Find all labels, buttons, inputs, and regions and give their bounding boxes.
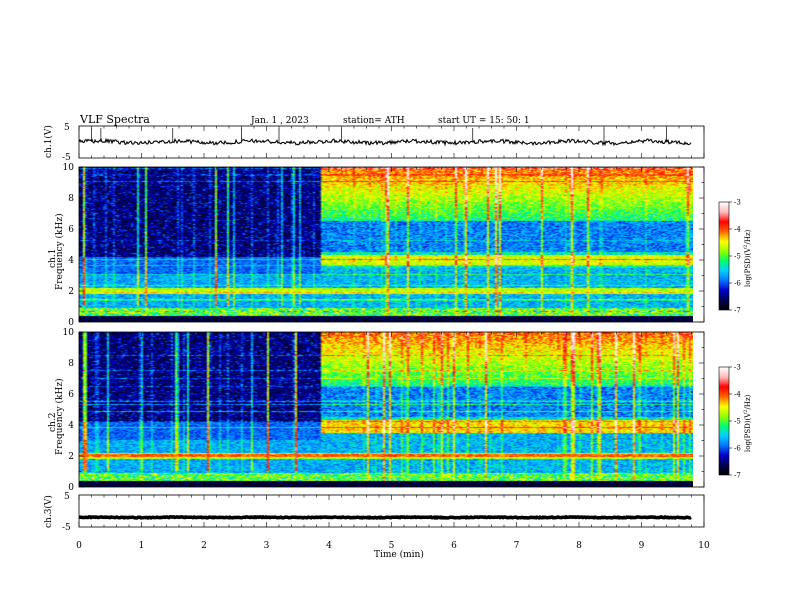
ch1-spectrogram-yticks: 0 2 4 6 8 10 (63, 163, 704, 328)
ch2-cbar-tick-label-1: -4 (734, 391, 741, 399)
ch3-ytick-top: 5 (64, 492, 70, 502)
ch1-cbar-tick-label-4: -7 (734, 307, 741, 315)
time-tick-label-1: 1 (139, 541, 145, 551)
ch1-colorbar: -3 -4 -5 -6 -7 log(PSD)(V2/Hz) (718, 199, 752, 315)
spec2-ytick-label-2: 4 (68, 421, 74, 431)
time-tick-label-2: 2 (201, 541, 207, 551)
ch1-cbar-tick-label-1: -4 (734, 226, 741, 234)
ch1-waveform-line (78, 137, 692, 147)
ch1-ytick-bottom: -5 (62, 153, 71, 163)
time-tick-label-3: 3 (264, 541, 270, 551)
figure-title: VLF Spectra (79, 113, 150, 126)
spec1-ytick-label-2: 4 (68, 256, 74, 266)
ch2-spectrogram-panel: 0 2 4 6 8 10 ch.2 Frequency (kHz) (48, 328, 705, 493)
spec2-ytick-label-4: 8 (68, 359, 74, 369)
ch2-spectrogram-ylabel: Frequency (kHz) (54, 378, 65, 455)
ch1-spectrogram-channel-label: ch.1 (48, 249, 58, 268)
spec2-ytick-label-0: 0 (68, 483, 74, 493)
ch1-spectrogram-ylabel: Frequency (kHz) (54, 213, 65, 290)
ch2-colorbar-label: log(PSD)(V2/Hz) (743, 394, 752, 452)
time-tick-label-10: 10 (698, 541, 710, 551)
ch1-cbar-tick-label-3: -6 (734, 280, 741, 288)
spec2-ytick-label-1: 2 (68, 452, 74, 462)
ch1-spectrogram-image (79, 167, 693, 322)
ch3-waveform-ylabel: ch.3(V) (43, 495, 54, 528)
ch2-spectrogram-xticks (78, 332, 705, 487)
ch2-cbar-tick-label-3: -6 (734, 445, 741, 453)
ch3-waveform-xticks (78, 495, 705, 527)
ch1-colorbar-image (719, 202, 729, 310)
ch3-waveform-panel: 5 -5 ch.3(V) (43, 492, 705, 533)
ch1-spectrogram-xticks (78, 167, 705, 322)
date-label: Jan. 1 , 2023 (250, 116, 309, 126)
time-tick-label-4: 4 (326, 541, 332, 551)
spec1-ytick-label-4: 8 (68, 194, 74, 204)
spec1-ytick-label-3: 6 (68, 225, 74, 235)
ch1-waveform-xticks (78, 126, 705, 158)
time-tick-label-9: 9 (639, 541, 645, 551)
ch1-waveform-trace (78, 128, 692, 147)
ch2-colorbar: -3 -4 -5 -6 -7 log(PSD)(V2/Hz) (718, 364, 752, 480)
start-time-label: start UT = 15: 50: 1 (438, 116, 530, 126)
ch1-ytick-top: 5 (64, 123, 70, 133)
ch1-colorbar-label: log(PSD)(V2/Hz) (743, 229, 752, 287)
station-label: station= ATH (343, 116, 405, 126)
spec2-ytick-label-5: 10 (63, 328, 75, 338)
ch2-cbar-tick-label-2: -5 (734, 418, 741, 426)
ch1-spectrogram-panel: 0 2 4 6 8 10 ch.1 Frequency (kHz) (48, 163, 705, 328)
ch2-cbar-tick-label-0: -3 (734, 364, 741, 372)
ch1-colorbar-ticks: -3 -4 -5 -6 -7 (729, 199, 741, 315)
time-tick-label-7: 7 (514, 541, 520, 551)
ch1-waveform-ylabel: ch.1(V) (43, 125, 54, 158)
ch3-waveform-trace (79, 514, 692, 521)
ch2-colorbar-image (719, 367, 729, 475)
time-axis-label: Time (min) (374, 549, 424, 560)
ch2-cbar-tick-label-4: -7 (734, 472, 741, 480)
time-tick-label-5: 5 (389, 541, 395, 551)
time-tick-label-8: 8 (576, 541, 582, 551)
time-tick-label-6: 6 (451, 541, 457, 551)
ch3-ytick-bottom: -5 (62, 523, 71, 533)
spec1-ytick-label-1: 2 (68, 287, 74, 297)
ch2-spectrogram-image (79, 332, 693, 487)
ch2-spectrogram-channel-label: ch.2 (48, 413, 58, 432)
spec1-ytick-label-0: 0 (68, 318, 74, 328)
ch2-colorbar-ticks: -3 -4 -5 -6 -7 (729, 364, 741, 480)
time-tick-label-0: 0 (76, 541, 82, 551)
ch1-cbar-tick-label-0: -3 (734, 199, 741, 207)
ch2-spectrogram-yticks: 0 2 4 6 8 10 (63, 328, 704, 493)
spec1-ytick-label-5: 10 (63, 163, 75, 173)
spec2-ytick-label-3: 6 (68, 390, 74, 400)
time-axis-tick-labels: 0 1 2 3 4 5 6 7 8 9 10 (76, 541, 710, 551)
ch1-cbar-tick-label-2: -5 (734, 253, 741, 261)
ch3-waveform-line (79, 514, 692, 521)
ch1-waveform-panel: 5 -5 ch.1(V) (43, 123, 705, 163)
